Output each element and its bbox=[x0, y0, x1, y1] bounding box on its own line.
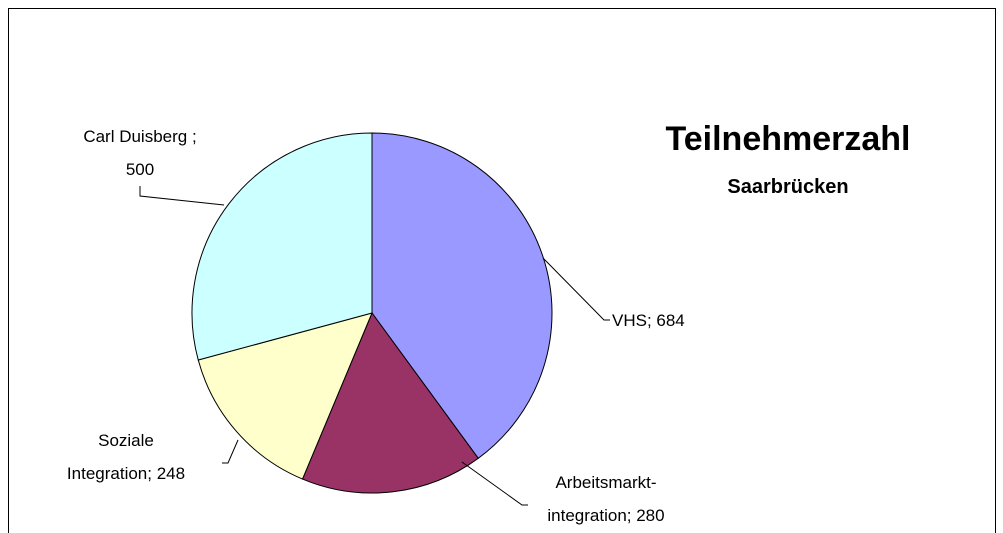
data-label: Carl Duisberg ; 500 bbox=[83, 127, 197, 179]
data-label: VHS; 684 bbox=[612, 311, 685, 330]
leader-line bbox=[542, 257, 610, 321]
pie-slice bbox=[371, 132, 553, 460]
data-label: Soziale Integration; 248 bbox=[66, 431, 186, 483]
leader-line bbox=[139, 186, 225, 206]
chart-title: Teilnehmerzahl bbox=[666, 120, 911, 158]
pie-slice bbox=[197, 312, 373, 480]
pie-slice bbox=[191, 132, 373, 361]
leader-line bbox=[461, 461, 528, 506]
chart-subtitle: Saarbrücken bbox=[727, 176, 848, 198]
data-label: Arbeitsmarkt- integration; 280 bbox=[547, 473, 665, 525]
leader-line bbox=[222, 439, 239, 464]
pie-slice bbox=[301, 311, 479, 494]
